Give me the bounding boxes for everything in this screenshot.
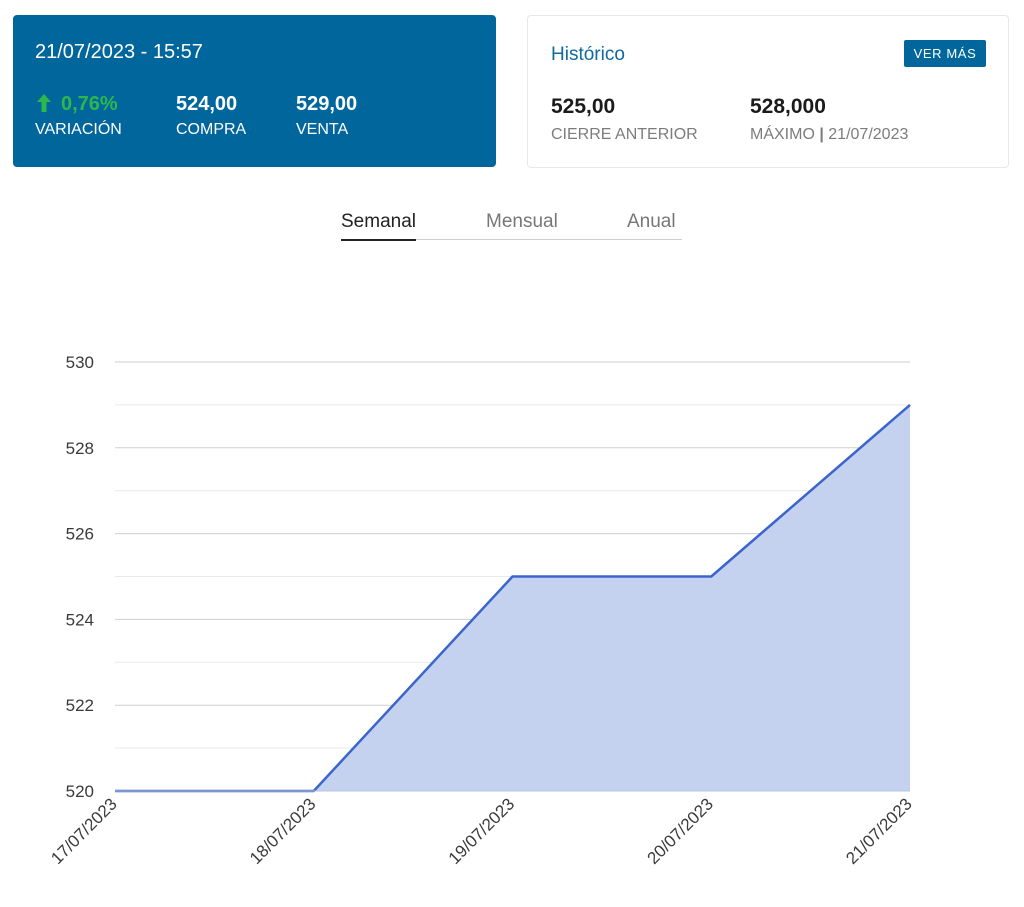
x-tick-label: 21/07/2023	[842, 794, 916, 868]
y-tick-label: 524	[66, 610, 94, 629]
prev-close-label: CIERRE ANTERIOR	[551, 126, 698, 143]
max-stat: 528,000 MÁXIMO | 21/07/2023	[750, 95, 908, 145]
buy-value: 524,00	[176, 93, 238, 115]
arrow-up-icon	[37, 94, 51, 112]
prev-close-stat: 525,00 CIERRE ANTERIOR	[551, 95, 698, 145]
y-tick-label: 528	[66, 439, 94, 458]
tab-semanal[interactable]: Semanal	[341, 211, 416, 241]
historic-card: Histórico VER MÁS 525,00 CIERRE ANTERIOR…	[527, 15, 1009, 168]
buy-stat: 524,00 COMPRA	[176, 92, 246, 140]
variation-stat: 0,76% VARIACIÓN	[35, 92, 122, 140]
variation-value: 0,76%	[61, 93, 118, 115]
buy-label: COMPRA	[176, 121, 247, 138]
sell-label: VENTA	[296, 121, 349, 138]
max-value: 528,000	[750, 95, 826, 118]
prev-close-value: 525,00	[551, 95, 616, 118]
y-tick-label: 522	[66, 696, 94, 715]
y-tick-label: 520	[66, 782, 94, 801]
variation-label: VARIACIÓN	[35, 121, 122, 138]
tab-mensual[interactable]: Mensual	[486, 211, 558, 232]
max-label: MÁXIMO	[750, 126, 815, 143]
max-separator: |	[819, 126, 824, 143]
historic-title: Histórico	[551, 44, 625, 65]
sell-stat: 529,00 VENTA	[296, 92, 357, 140]
quote-summary-card: 21/07/2023 - 15:57 0,76% VARIACIÓN 524,0…	[13, 15, 496, 167]
x-tick-label: 20/07/2023	[643, 794, 717, 868]
x-axis: 17/07/2023 18/07/2023 19/07/2023 20/07/2023…	[47, 794, 916, 868]
y-tick-label: 530	[66, 353, 94, 372]
y-axis: 520 522 524 526 528 530	[66, 353, 94, 801]
y-tick-label: 526	[66, 525, 94, 544]
series-area-fill	[115, 404, 910, 791]
x-tick-label: 18/07/2023	[246, 794, 320, 868]
quote-datetime: 21/07/2023 - 15:57	[35, 41, 203, 63]
max-date: 21/07/2023	[828, 126, 909, 143]
chart-area	[114, 403, 911, 793]
x-tick-label: 17/07/2023	[47, 794, 121, 868]
sell-value: 529,00	[296, 93, 358, 115]
tab-anual[interactable]: Anual	[627, 211, 676, 232]
ver-mas-button[interactable]: VER MÁS	[904, 40, 986, 67]
period-tabs: Semanal Mensual Anual	[341, 211, 682, 241]
x-tick-label: 19/07/2023	[445, 794, 519, 868]
